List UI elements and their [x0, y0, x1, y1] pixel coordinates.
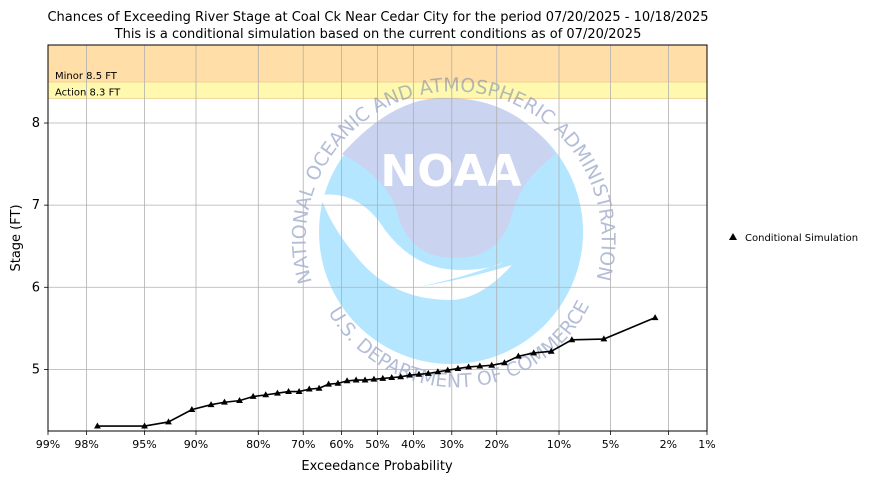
x-tick-label: 99%: [36, 438, 60, 451]
y-tick-label: 5: [32, 362, 40, 377]
data-point: [325, 380, 333, 387]
data-point: [488, 361, 496, 368]
x-tick-label: 70%: [291, 438, 315, 451]
x-tick-label: 1%: [698, 438, 715, 451]
data-point: [651, 314, 659, 321]
logo-bird-top: [342, 97, 556, 258]
data-point: [600, 335, 608, 342]
x-tick-label: 2%: [660, 438, 677, 451]
data-point: [501, 359, 508, 366]
data-point: [454, 364, 462, 371]
data-point: [465, 363, 473, 370]
x-tick-label: 90%: [184, 438, 208, 451]
data-point: [274, 389, 281, 396]
x-tick-label: 5%: [602, 438, 619, 451]
data-point: [476, 362, 484, 369]
y-axis-label: Stage (FT): [9, 204, 24, 271]
legend: Conditional Simulation: [729, 233, 858, 244]
x-axis-label: Exceedance Probability: [301, 459, 453, 474]
logo-circle: [319, 100, 583, 364]
x-tick-label: 60%: [329, 438, 353, 451]
data-point: [568, 336, 576, 343]
x-tick-label: 98%: [74, 438, 98, 451]
data-point: [285, 387, 292, 394]
data-point: [352, 376, 360, 383]
data-point: [547, 347, 555, 354]
chart-title: Chances of Exceeding River Stage at Coal…: [47, 10, 708, 25]
data-point: [424, 369, 432, 376]
legend-label: Conditional Simulation: [745, 233, 858, 244]
series-layer: [94, 314, 659, 429]
x-tick-label: 40%: [401, 438, 425, 451]
data-point: [207, 401, 215, 408]
data-point: [262, 391, 270, 398]
y-tick-label: 7: [32, 198, 40, 213]
data-point: [388, 374, 396, 381]
x-axis-ticks: 99% 98% 95% 90% 80% 70% 60% 50% 40% 30% 20% 10% 5% 2%…: [36, 431, 716, 451]
y-axis-ticks: 5 6 7 8: [32, 116, 48, 377]
data-point: [188, 406, 196, 413]
x-tick-label: 10%: [547, 438, 571, 451]
data-point: [444, 366, 452, 373]
data-point: [165, 418, 172, 425]
logo-noaa-text: NOAA: [380, 146, 521, 197]
x-tick-label: 20%: [484, 438, 508, 451]
data-point: [334, 379, 342, 386]
data-point: [315, 384, 323, 391]
data-point: [305, 385, 313, 392]
data-point: [415, 370, 423, 377]
chart-subtitle: This is a conditional simulation based o…: [114, 27, 642, 42]
y-tick-label: 8: [32, 116, 40, 131]
x-tick-label: 30%: [440, 438, 464, 451]
x-tick-label: 50%: [365, 438, 389, 451]
data-point: [397, 373, 405, 380]
threshold-label-action: Action 8.3 FT: [55, 87, 121, 98]
data-point: [94, 422, 101, 429]
x-tick-label: 80%: [246, 438, 270, 451]
data-point: [434, 368, 442, 375]
data-point: [236, 397, 243, 404]
data-point: [370, 375, 378, 382]
data-point: [406, 371, 414, 378]
data-point: [249, 392, 257, 399]
data-point: [221, 398, 228, 405]
y-tick-label: 6: [32, 280, 40, 295]
data-point: [343, 377, 351, 384]
data-point: [514, 352, 522, 359]
data-point: [295, 387, 303, 394]
logo-bird-wave: [320, 194, 512, 300]
x-tick-label: 95%: [132, 438, 156, 451]
data-point: [141, 422, 148, 429]
legend-marker: [729, 233, 737, 240]
data-point: [530, 349, 538, 356]
data-point: [361, 376, 369, 383]
data-point: [379, 374, 387, 381]
